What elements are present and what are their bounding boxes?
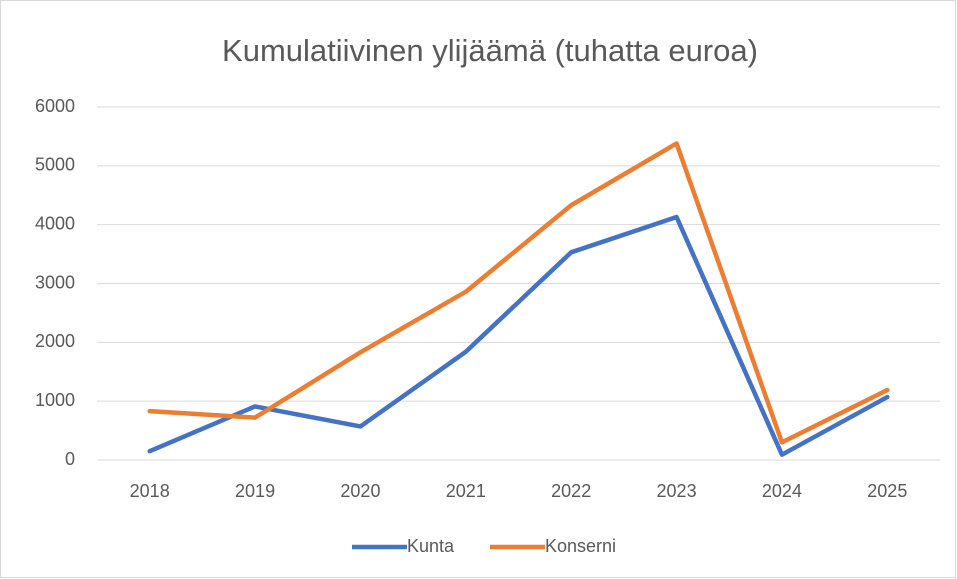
- x-tick-label: 2021: [446, 481, 486, 501]
- x-tick-label: 2024: [762, 481, 802, 501]
- x-tick-label: 2019: [235, 481, 275, 501]
- y-tick-label: 5000: [35, 155, 75, 175]
- x-tick-label: 2018: [130, 481, 170, 501]
- data-line: [147, 214, 890, 457]
- x-tick-label: 2023: [657, 481, 697, 501]
- y-tick-label: 6000: [35, 96, 75, 116]
- x-tick-label: 2025: [867, 481, 907, 501]
- data-line: [147, 141, 890, 445]
- y-tick-label: 4000: [35, 213, 75, 233]
- chart-title: Kumulatiivinen ylijäämä (tuhatta euroa): [222, 33, 758, 68]
- legend-label: Kunta: [407, 536, 455, 556]
- x-tick-label: 2022: [551, 481, 591, 501]
- x-tick-label: 2020: [340, 481, 380, 501]
- legend-label: Konserni: [545, 536, 616, 556]
- y-tick-label: 1000: [35, 390, 75, 410]
- y-tick-label: 0: [65, 449, 75, 469]
- y-tick-label: 2000: [35, 331, 75, 351]
- y-tick-label: 3000: [35, 272, 75, 292]
